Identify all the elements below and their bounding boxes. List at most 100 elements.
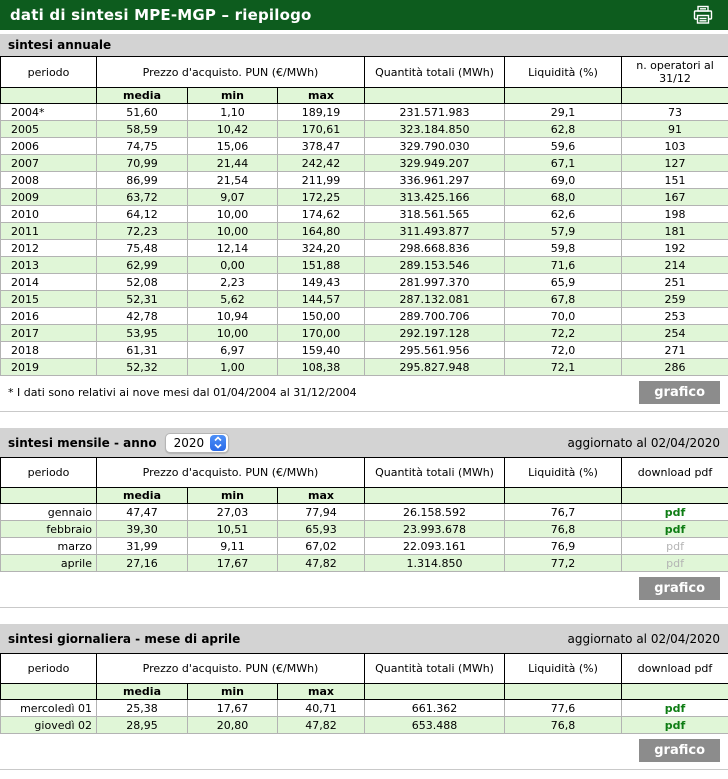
col-header-periodo: periodo <box>0 56 97 88</box>
cell-liquidita: 71,6 <box>504 256 623 274</box>
monthly-footer: grafico <box>0 572 728 607</box>
cell-periodo: 2015 <box>0 290 97 308</box>
cell-media: 31,99 <box>96 537 188 555</box>
cell-periodo: 2019 <box>0 358 97 376</box>
cell-liquidita: 29,1 <box>504 103 623 121</box>
cell-max: 40,71 <box>276 699 366 717</box>
cell-periodo: 2007 <box>0 154 97 172</box>
subheader-empty <box>621 683 728 700</box>
cell-liquidita: 69,0 <box>504 171 623 189</box>
cell-periodo: 2005 <box>0 120 97 138</box>
cell-periodo: 2006 <box>0 137 97 155</box>
cell-periodo: febbraio <box>0 520 97 538</box>
daily-footer: grafico <box>0 734 728 769</box>
subheader-empty <box>364 87 506 104</box>
cell-min: 10,42 <box>187 120 278 138</box>
table-row: 2004* 51,60 1,10 189,19 231.571.983 29,1 73 <box>0 103 728 121</box>
cell-liquidita: 68,0 <box>504 188 623 206</box>
cell-periodo: 2012 <box>0 239 97 257</box>
cell-media: 52,31 <box>96 290 188 308</box>
annual-grafico-button[interactable]: grafico <box>639 381 720 404</box>
subheader-empty <box>0 683 97 700</box>
cell-quantita: 329.790.030 <box>364 137 506 155</box>
pdf-download-link[interactable]: pdf <box>664 505 686 519</box>
cell-media: 86,99 <box>96 171 188 189</box>
select-stepper-icon <box>210 434 227 451</box>
cell-media: 25,38 <box>96 699 188 717</box>
cell-periodo: 2009 <box>0 188 97 206</box>
cell-operatori: 181 <box>621 222 728 240</box>
daily-grafico-button[interactable]: grafico <box>639 739 720 762</box>
cell-min: 17,67 <box>187 554 278 572</box>
cell-min: 9,11 <box>187 537 278 555</box>
cell-download-pdf: pdf <box>621 520 728 538</box>
table-row: 2016 42,78 10,94 150,00 289.700.706 70,0 253 <box>0 307 728 325</box>
cell-liquidita: 76,7 <box>504 503 623 521</box>
table-row: 2015 52,31 5,62 144,57 287.132.081 67,8 259 <box>0 290 728 308</box>
col-header-prezzo: Prezzo d'acquisto. PUN (€/MWh) <box>95 457 366 488</box>
subheader-max: max <box>276 87 366 104</box>
annual-footnote: * I dati sono relativi ai nove mesi dal … <box>8 386 357 399</box>
cell-download-pdf: pdf <box>621 503 728 521</box>
cell-liquidita: 67,8 <box>504 290 623 308</box>
cell-liquidita: 70,0 <box>504 307 623 325</box>
cell-media: 47,47 <box>96 503 188 521</box>
year-select[interactable]: 2020 <box>164 432 230 453</box>
table-row: 2012 75,48 12,14 324,20 298.668.836 59,8 192 <box>0 239 728 257</box>
col-header-periodo: periodo <box>0 457 97 488</box>
cell-media: 52,32 <box>96 358 188 376</box>
table-row: 2009 63,72 9,07 172,25 313.425.166 68,0 167 <box>0 188 728 206</box>
cell-liquidita: 72,0 <box>504 341 623 359</box>
cell-liquidita: 65,9 <box>504 273 623 291</box>
cell-media: 42,78 <box>96 307 188 325</box>
cell-min: 21,54 <box>187 171 278 189</box>
table-row: aprile 27,16 17,67 47,82 1.314.850 77,2 pdf <box>0 554 728 572</box>
page-header: dati di sintesi MPE-MGP – riepilogo <box>0 0 728 30</box>
cell-operatori: 73 <box>621 103 728 121</box>
cell-periodo: 2018 <box>0 341 97 359</box>
cell-operatori: 151 <box>621 171 728 189</box>
cell-max: 189,19 <box>276 103 366 121</box>
cell-periodo: 2010 <box>0 205 97 223</box>
cell-quantita: 289.153.546 <box>364 256 506 274</box>
subheader-min: min <box>187 487 278 504</box>
monthly-updated-label: aggiornato al 02/04/2020 <box>567 435 720 450</box>
cell-quantita: 661.362 <box>364 699 506 717</box>
cell-operatori: 259 <box>621 290 728 308</box>
subheader-media: media <box>96 487 188 504</box>
cell-operatori: 198 <box>621 205 728 223</box>
cell-operatori: 254 <box>621 324 728 342</box>
cell-liquidita: 72,1 <box>504 358 623 376</box>
monthly-grafico-button[interactable]: grafico <box>639 577 720 600</box>
cell-max: 164,80 <box>276 222 366 240</box>
cell-media: 52,08 <box>96 273 188 291</box>
cell-quantita: 295.561.956 <box>364 341 506 359</box>
monthly-table: periodo Prezzo d'acquisto. PUN (€/MWh) Q… <box>0 457 728 572</box>
cell-liquidita: 77,6 <box>504 699 623 717</box>
cell-media: 51,60 <box>96 103 188 121</box>
cell-media: 70,99 <box>96 154 188 172</box>
cell-max: 151,88 <box>276 256 366 274</box>
cell-max: 378,47 <box>276 137 366 155</box>
cell-operatori: 214 <box>621 256 728 274</box>
cell-media: 39,30 <box>96 520 188 538</box>
page-title: dati di sintesi MPE-MGP – riepilogo <box>10 6 312 24</box>
pdf-download-link[interactable]: pdf <box>664 718 686 732</box>
col-header-liquidita: Liquidità (%) <box>504 457 623 488</box>
cell-periodo: 2008 <box>0 171 97 189</box>
cell-min: 5,62 <box>187 290 278 308</box>
cell-periodo: 2016 <box>0 307 97 325</box>
cell-min: 10,00 <box>187 222 278 240</box>
cell-min: 1,00 <box>187 358 278 376</box>
cell-quantita: 318.561.565 <box>364 205 506 223</box>
cell-download-pdf: pdf <box>621 716 728 734</box>
pdf-download-link[interactable]: pdf <box>664 701 686 715</box>
daily-section-bar: sintesi giornaliera - mese di aprile agg… <box>0 624 728 653</box>
annual-table: periodo Prezzo d'acquisto. PUN (€/MWh) Q… <box>0 56 728 376</box>
subheader-empty <box>504 683 623 700</box>
cell-min: 20,80 <box>187 716 278 734</box>
pdf-download-link[interactable]: pdf <box>664 522 686 536</box>
cell-max: 47,82 <box>276 716 366 734</box>
print-button[interactable] <box>692 5 714 25</box>
cell-operatori: 127 <box>621 154 728 172</box>
